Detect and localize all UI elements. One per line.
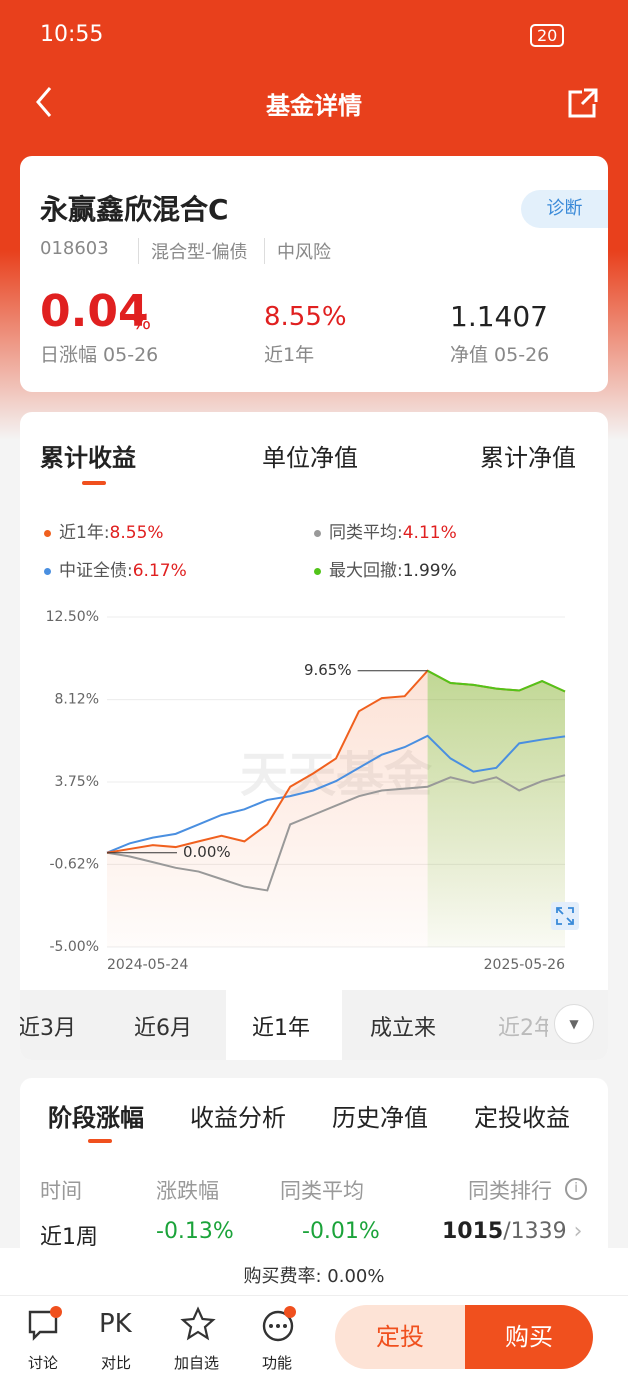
legend-dot <box>314 529 321 537</box>
star-icon[interactable] <box>180 1306 216 1342</box>
series-line <box>106 734 566 854</box>
y-tick-label: 3.75% <box>55 774 99 790</box>
diagnose-button[interactable]: 诊断 <box>521 190 608 228</box>
discuss-icon[interactable] <box>26 1306 62 1342</box>
chart-tab[interactable]: 累计净值 <box>480 444 576 472</box>
fee-bar <box>0 1248 628 1296</box>
rank-total: /1339 <box>503 1219 567 1244</box>
table-header: 涨跌幅 <box>156 1179 219 1203</box>
pk-icon[interactable]: PK <box>99 1309 132 1339</box>
legend-dot <box>314 567 321 575</box>
back-button[interactable] <box>30 84 60 120</box>
nav-label: 功能 <box>262 1354 293 1372</box>
drawdown-line <box>427 669 566 693</box>
tab-underline <box>88 1139 112 1143</box>
period-selected <box>226 990 342 1060</box>
period-tab[interactable]: 成立来 <box>370 1016 437 1041</box>
year-return-label: 近1年 <box>264 344 315 366</box>
drawdown-area <box>427 670 565 947</box>
more-icon[interactable] <box>260 1306 300 1342</box>
period-more[interactable]: ▼ <box>554 1004 594 1044</box>
y-tick-label: -0.62% <box>49 856 99 872</box>
table-cell: 近1周 <box>40 1225 98 1250</box>
year-return: 8.55% <box>264 302 347 332</box>
plan-button[interactable]: 定投 <box>335 1305 465 1369</box>
chart-tab[interactable]: 累计收益 <box>40 444 136 472</box>
legend-label: 同类平均: <box>329 523 403 543</box>
daily-change-label: 日涨幅 05-26 <box>40 344 159 366</box>
legend-value: 1.99% <box>402 561 457 581</box>
table-cell: -0.13% <box>156 1219 234 1244</box>
nav-label: 加自选 <box>174 1354 220 1372</box>
tab-underline <box>82 481 106 485</box>
table-header: 同类排行 <box>468 1179 552 1203</box>
expand-button[interactable] <box>551 902 579 930</box>
y-tick-label: -5.00% <box>49 939 99 955</box>
nav-label: 讨论 <box>28 1354 59 1372</box>
stage-card <box>20 1078 608 1278</box>
legend-dot <box>44 567 51 575</box>
chart: 天天基金-5.00%-0.62%3.75%8.12%12.50%2024-05-… <box>46 609 579 973</box>
expand-glyph <box>556 907 574 925</box>
y-tick-label: 12.50% <box>46 609 99 625</box>
stage-tab[interactable]: 定投收益 <box>474 1104 570 1132</box>
legend-item: 同类平均:4.11% <box>314 518 457 543</box>
chart-tab[interactable]: 单位净值 <box>262 444 358 472</box>
x-tick-label: 2024-05-24 <box>107 957 188 973</box>
period-tab[interactable]: 近2年 <box>498 1016 548 1041</box>
fund-risk: 中风险 <box>264 238 331 264</box>
battery: 20 <box>530 24 565 47</box>
x-tick-label: 2025-05-26 <box>484 957 565 973</box>
table-header: 同类平均 <box>280 1179 364 1203</box>
legend-item: 最大回撤:1.99% <box>314 556 457 581</box>
series-line <box>106 774 566 892</box>
chevron: › <box>566 1219 583 1244</box>
rank: 1015 <box>442 1219 504 1244</box>
legend-label: 最大回撤: <box>329 561 403 581</box>
daily-change-unit: % <box>132 310 152 334</box>
daily-change: 0.04 <box>40 286 149 337</box>
legend-item: 近1年:8.55% <box>44 518 164 543</box>
table-cell: -0.01% <box>302 1219 380 1244</box>
expand-box <box>551 902 579 930</box>
legend-dot <box>44 529 51 537</box>
stage-tab[interactable]: 阶段涨幅 <box>48 1104 144 1132</box>
legend-label: 中证全债: <box>59 561 133 581</box>
period-bar: 近3月 近6月 近1年 成立来 近2年 ▼ <box>20 990 608 1060</box>
legend-label: 近1年: <box>59 523 110 543</box>
fund-name: 永赢鑫欣混合C <box>40 193 229 226</box>
legend-value: 8.55% <box>109 523 164 543</box>
stage-tab[interactable]: 历史净值 <box>332 1104 428 1132</box>
status-time: 10:55 <box>40 22 104 47</box>
share-button[interactable] <box>566 86 602 120</box>
table-header: 时间 <box>40 1179 82 1203</box>
nav-value: 1.1407 <box>450 300 548 333</box>
fund-card <box>20 156 608 392</box>
legend-value: 6.17% <box>132 561 187 581</box>
fund-code: 018603 <box>40 238 109 259</box>
nav-label: 对比 <box>101 1354 132 1372</box>
info-icon[interactable]: i <box>565 1178 587 1200</box>
period-tab[interactable]: 近1年 <box>252 1016 310 1041</box>
y-tick-label: 8.12% <box>55 692 99 708</box>
fund-type: 混合型-偏债 <box>138 238 248 264</box>
nav-label: 净值 05-26 <box>450 344 550 366</box>
table-cell: 1015/1339 › <box>442 1219 582 1244</box>
data-label: 9.65% <box>304 661 352 679</box>
period-tab[interactable]: 近6月 <box>134 1016 192 1041</box>
header-title: 基金详情 <box>266 92 362 120</box>
period-tab[interactable]: 近3月 <box>20 1016 76 1041</box>
buy-button[interactable]: 购买 <box>465 1305 593 1369</box>
legend-item: 中证全债:6.17% <box>44 556 187 581</box>
legend-value: 4.11% <box>402 523 457 543</box>
stage-tab[interactable]: 收益分析 <box>190 1104 286 1132</box>
data-label: 0.00% <box>183 843 231 861</box>
fee: 购买费率: 0.00% <box>243 1266 385 1287</box>
